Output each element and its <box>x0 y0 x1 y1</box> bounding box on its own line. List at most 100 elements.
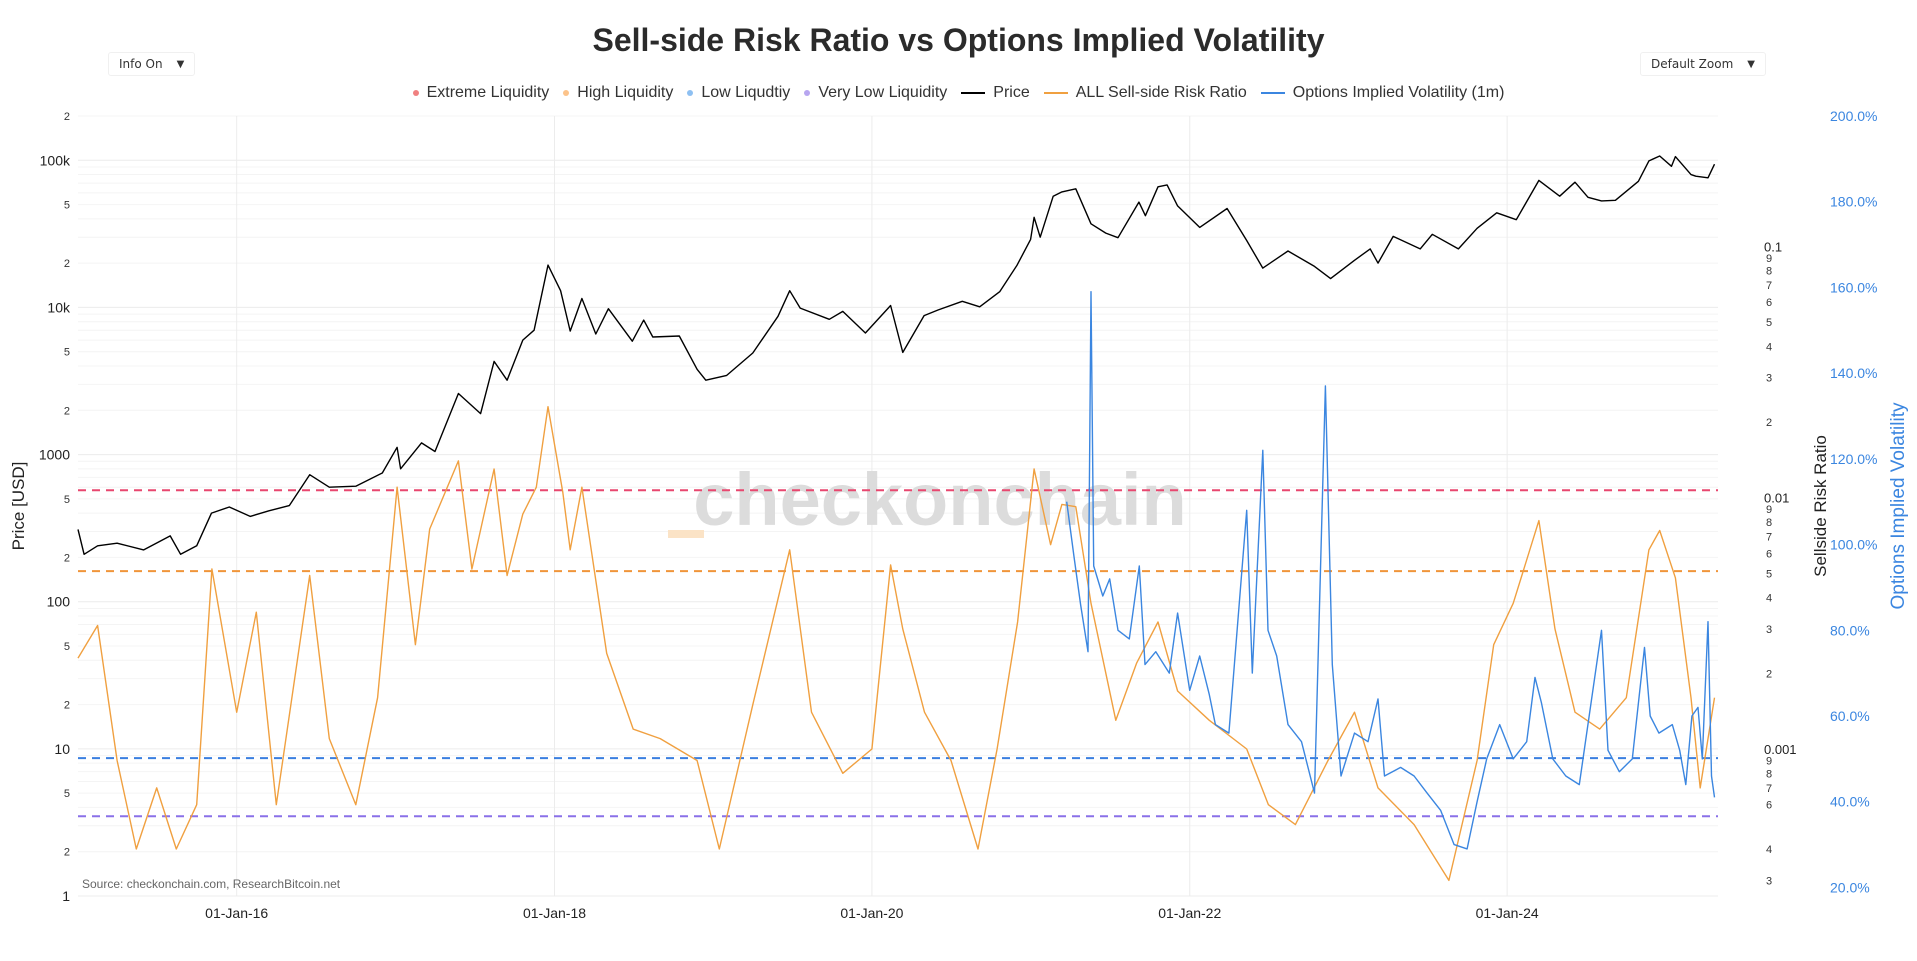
legend-label: Very Low Liquidity <box>818 84 948 101</box>
ssr-minor-tick-label: 7 <box>1766 280 1772 292</box>
legend-label: Price <box>993 84 1030 101</box>
price-minor-tick-label: 5 <box>64 200 70 212</box>
legend-item[interactable]: Options Implied Volatility (1m) <box>1260 84 1505 102</box>
series-options-implied-volatility-1m- <box>1066 291 1716 850</box>
ssr-minor-tick-label: 5 <box>1766 568 1772 580</box>
price-minor-tick-label: 2 <box>64 111 70 123</box>
legend-label: ALL Sell-side Risk Ratio <box>1075 84 1247 101</box>
series-price <box>77 155 1716 555</box>
price-tick-label: 10 <box>54 741 70 757</box>
x-tick-label: 01-Jan-18 <box>523 905 586 921</box>
ssr-minor-tick-label: 8 <box>1766 768 1772 780</box>
price-tick-label: 100k <box>40 152 71 168</box>
watermark: checkonchain <box>693 458 1187 541</box>
ssr-minor-tick-label: 2 <box>1766 668 1772 680</box>
legend-marker-icon <box>412 90 419 96</box>
iv-tick-label: 80.0% <box>1830 622 1870 638</box>
ssr-minor-tick-label: 3 <box>1766 875 1772 887</box>
price-minor-tick-label: 5 <box>64 494 70 506</box>
ssr-minor-tick-label: 9 <box>1766 504 1772 516</box>
price-minor-tick-label: 2 <box>64 258 70 270</box>
price-tick-label: 1 <box>62 888 70 904</box>
ssr-minor-tick-label: 5 <box>1766 317 1772 329</box>
legend-label: Extreme Liquidity <box>426 84 550 101</box>
price-minor-tick-label: 5 <box>64 641 70 653</box>
legend-item[interactable]: Price <box>961 84 1030 102</box>
ssr-minor-tick-label: 9 <box>1766 253 1772 265</box>
iv-axis-title: Options Implied Volatility <box>1888 402 1909 609</box>
iv-tick-label: 200.0% <box>1830 108 1877 124</box>
legend-label: Options Implied Volatility (1m) <box>1292 84 1505 101</box>
legend-label: High Liquidity <box>577 84 674 101</box>
legend-marker-icon <box>563 90 570 96</box>
iv-tick-label: 180.0% <box>1830 194 1877 210</box>
source-note: Source: checkonchain.com, ResearchBitcoi… <box>82 877 341 891</box>
legend-marker-icon <box>687 90 694 96</box>
ssr-tick-label: 0.01 <box>1764 491 1789 506</box>
ssr-minor-tick-label: 9 <box>1766 755 1772 767</box>
price-minor-tick-label: 2 <box>64 700 70 712</box>
info-toggle-dropdown[interactable]: Info On ▼ <box>108 52 196 76</box>
iv-tick-label: 20.0% <box>1830 879 1870 895</box>
price-minor-tick-label: 5 <box>64 347 70 359</box>
iv-tick-label: 160.0% <box>1830 279 1877 295</box>
iv-tick-label: 140.0% <box>1830 365 1877 381</box>
legend-label: Low Liqudtiy <box>701 84 791 101</box>
legend-item[interactable]: Low Liqudtiy <box>687 84 790 102</box>
ssr-minor-tick-label: 2 <box>1766 417 1772 429</box>
ssr-minor-tick-label: 8 <box>1766 266 1772 278</box>
chart-legend: Extreme Liquidity High Liquidity Low Liqud… <box>0 84 1917 102</box>
ssr-minor-tick-label: 3 <box>1766 373 1772 385</box>
legend-line-icon <box>1043 92 1068 94</box>
chevron-down-icon: ▼ <box>1747 58 1755 70</box>
price-minor-tick-label: 2 <box>64 405 70 417</box>
ssr-tick-label: 0.1 <box>1764 239 1782 254</box>
price-minor-tick-label: 2 <box>64 552 70 564</box>
chart-title: Sell-side Risk Ratio vs Options Implied … <box>592 22 1325 58</box>
iv-axis: 20.0% 40.0% 60.0% 80.0% 100.0% 120.0% 140.0% 16… <box>1830 108 1877 895</box>
x-tick-label: 01-Jan-22 <box>1158 905 1221 921</box>
iv-tick-label: 120.0% <box>1830 451 1877 467</box>
price-minor-tick-label: 2 <box>64 847 70 859</box>
iv-tick-label: 40.0% <box>1830 794 1870 810</box>
legend-marker-icon <box>804 90 811 96</box>
legend-item[interactable]: Extreme Liquidity <box>412 84 550 102</box>
ssr-axis-title: Sellside Risk Ratio <box>1811 435 1830 577</box>
series-all-sell-side-risk-ratio <box>77 406 1716 882</box>
x-tick-label: 01-Jan-16 <box>205 905 268 921</box>
price-tick-label: 100 <box>47 594 71 610</box>
ssr-minor-tick-label: 6 <box>1766 548 1772 560</box>
legend-item[interactable]: ALL Sell-side Risk Ratio <box>1043 84 1247 102</box>
watermark-swatch <box>668 530 704 538</box>
zoom-select-dropdown[interactable]: Default Zoom ▼ <box>1640 52 1766 76</box>
iv-tick-label: 100.0% <box>1830 537 1877 553</box>
ssr-minor-tick-label: 4 <box>1766 844 1772 856</box>
price-minor-tick-label: 5 <box>64 788 70 800</box>
chevron-down-icon: ▼ <box>176 58 185 70</box>
price-tick-label: 10k <box>47 299 71 315</box>
x-tick-label: 01-Jan-20 <box>840 905 903 921</box>
ssr-minor-tick-label: 7 <box>1766 783 1772 795</box>
ssr-minor-tick-label: 4 <box>1766 341 1772 353</box>
ssr-minor-tick-label: 6 <box>1766 800 1772 812</box>
iv-tick-label: 60.0% <box>1830 708 1870 724</box>
x-axis: 01-Jan-16 01-Jan-18 01-Jan-20 01-Jan-22 01-J… <box>205 905 1539 921</box>
legend-item[interactable]: High Liquidity <box>563 84 673 102</box>
legend-line-icon <box>961 92 986 94</box>
ssr-minor-tick-label: 6 <box>1766 297 1772 309</box>
ssr-minor-tick-label: 7 <box>1766 532 1772 544</box>
price-tick-label: 1000 <box>39 447 70 463</box>
gridlines <box>78 115 1718 897</box>
ssr-minor-tick-label: 8 <box>1766 517 1772 529</box>
price-axis: 1 10 100 1000 10k 100k 2 5 2 5 2 5 2 5 2 5 2 <box>39 111 71 904</box>
legend-line-icon <box>1260 92 1285 94</box>
info-toggle-label: Info On <box>119 57 163 71</box>
ssr-tick-label: 0.001 <box>1764 742 1797 757</box>
ssr-minor-tick-label: 4 <box>1766 593 1772 605</box>
price-axis-title: Price [USD] <box>9 462 28 551</box>
ssr-minor-tick-label: 3 <box>1766 624 1772 636</box>
legend-item[interactable]: Very Low Liquidity <box>804 84 947 102</box>
zoom-select-label: Default Zoom <box>1651 57 1734 71</box>
